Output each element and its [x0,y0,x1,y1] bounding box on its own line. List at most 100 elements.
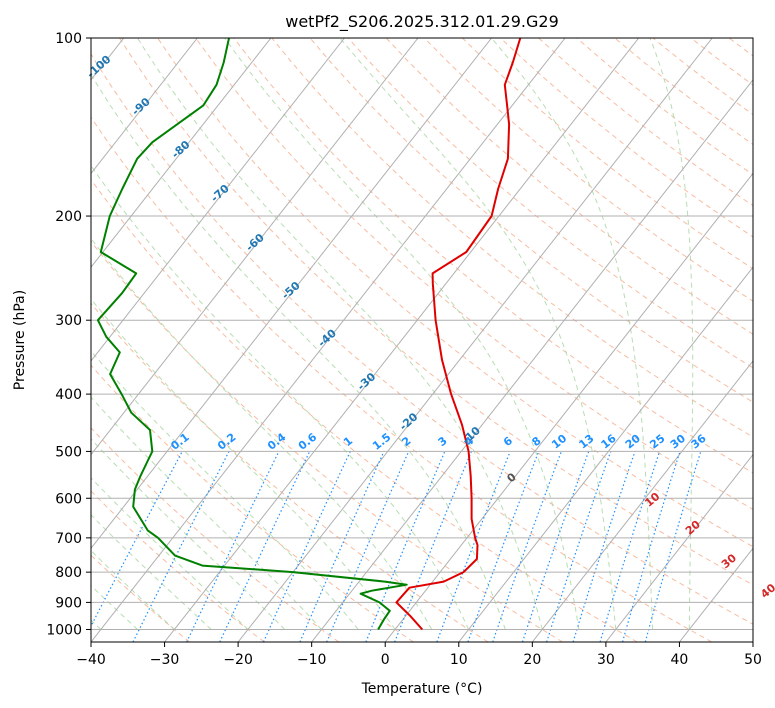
moist-adiabat [91,396,322,630]
temperature-profile [395,38,522,631]
y-tick-label: 400 [55,387,82,403]
isotherm [458,266,753,642]
isotherm [384,172,753,642]
dry-adiabat [576,38,753,176]
dry-adiabat [91,490,265,642]
dry-adiabat [195,38,753,510]
y-tick-label: 200 [55,209,82,225]
mixing-ratio-line [622,451,681,642]
moist-adiabat [339,38,617,630]
mixing-ratio-line [394,451,472,642]
y-axis-label: Pressure (hPa) [12,290,28,390]
mixing-ratio-line [436,451,511,642]
y-tick-label: 500 [55,444,82,460]
isotherm [752,641,753,642]
theta-label: 40 [758,581,775,601]
dewpoint-profile [96,38,408,631]
dry-adiabat [767,38,775,642]
mixing-ratio-line [132,451,230,642]
isotherm [91,38,419,456]
mixing-ratio-line [492,451,562,642]
moist-adiabat [91,477,249,630]
dry-adiabat [385,38,753,335]
moist-adiabat [91,73,506,630]
dry-adiabat [91,240,563,642]
dry-adiabat [119,38,753,586]
dry-adiabat [538,38,753,207]
x-tick-label: 10 [450,652,468,668]
moist-adiabat [91,237,433,630]
x-tick-label: −20 [223,652,253,668]
dry-adiabat [309,38,753,403]
moist-adiabat [137,38,543,630]
moist-adiabat [649,38,694,630]
moist-adiabat [91,438,286,630]
mixing-ratio-label: 2 [400,434,414,449]
y-tick-label: 700 [55,531,82,547]
mixing-ratio-line [572,451,636,642]
isotherm [164,38,640,642]
x-tick-label: −30 [150,652,180,668]
mixing-ratio-label: 30 [668,432,688,452]
mixing-ratio-line [326,451,410,642]
mixing-ratio-line [299,451,385,642]
mixing-ratio-line [186,451,280,642]
mixing-ratio-label: 3 [436,434,450,449]
theta-label: 20 [683,518,703,538]
dry-adiabat [690,38,753,86]
dry-adiabat [91,116,713,642]
theta-label: 10 [642,490,662,510]
dry-adiabat [271,38,753,438]
x-tick-label: 30 [597,652,615,668]
dry-adiabat [423,38,753,302]
profile-lines [96,38,522,631]
mixing-ratio-line [521,451,590,642]
dry-adiabat [347,38,753,369]
mixing-ratio-label: 8 [530,434,544,449]
isotherm [237,38,713,642]
dry-adiabat [91,53,753,625]
y-tick-label: 100 [55,31,82,47]
mixing-ratio-label: 13 [577,432,597,452]
moist-adiabat [224,38,580,630]
dry-adiabat [91,554,191,642]
x-tick-label: 0 [381,652,390,668]
isotherm [91,38,566,642]
isotherm [91,38,198,175]
x-tick-label: −40 [76,652,106,668]
wet-bulb-label: 0 [504,470,519,485]
mixing-ratio-line [644,451,702,642]
x-tick-label: 50 [744,652,762,668]
mixing-ratio-label: 1 [341,434,355,449]
moist-adiabat [91,350,359,630]
background-lines [91,38,775,642]
mixing-ratio-line [467,451,540,642]
isotherm [531,360,753,642]
theta-label: 30 [719,551,739,571]
isotherm [91,38,272,269]
dry-adiabat [91,427,340,642]
mixing-ratio-label: 20 [623,432,643,452]
isotherm [91,38,492,550]
mixing-ratio-label: 10 [549,432,569,452]
y-tick-label: 1000 [46,622,82,638]
mixing-ratio-label: 0.2 [215,431,238,453]
isotherm [311,78,753,642]
x-tick-label: 40 [671,652,689,668]
x-tick-label: 20 [523,652,541,668]
plot-frame [90,37,754,643]
mixing-ratio-label: 6 [501,434,515,449]
moist-adiabat [491,38,653,630]
y-tick-label: 800 [55,565,82,581]
mixing-ratio-line [546,451,612,642]
isotherm [605,453,753,642]
dry-adiabat [728,38,753,57]
dry-adiabat [91,178,638,642]
dry-adiabat [500,38,753,238]
mixing-ratio-label: 1.5 [370,431,393,453]
mixing-ratio-label: 25 [647,432,667,452]
mixing-ratio-line [365,451,446,642]
x-axis-label: Temperature (°C) [361,681,483,697]
dry-adiabat [91,302,489,642]
